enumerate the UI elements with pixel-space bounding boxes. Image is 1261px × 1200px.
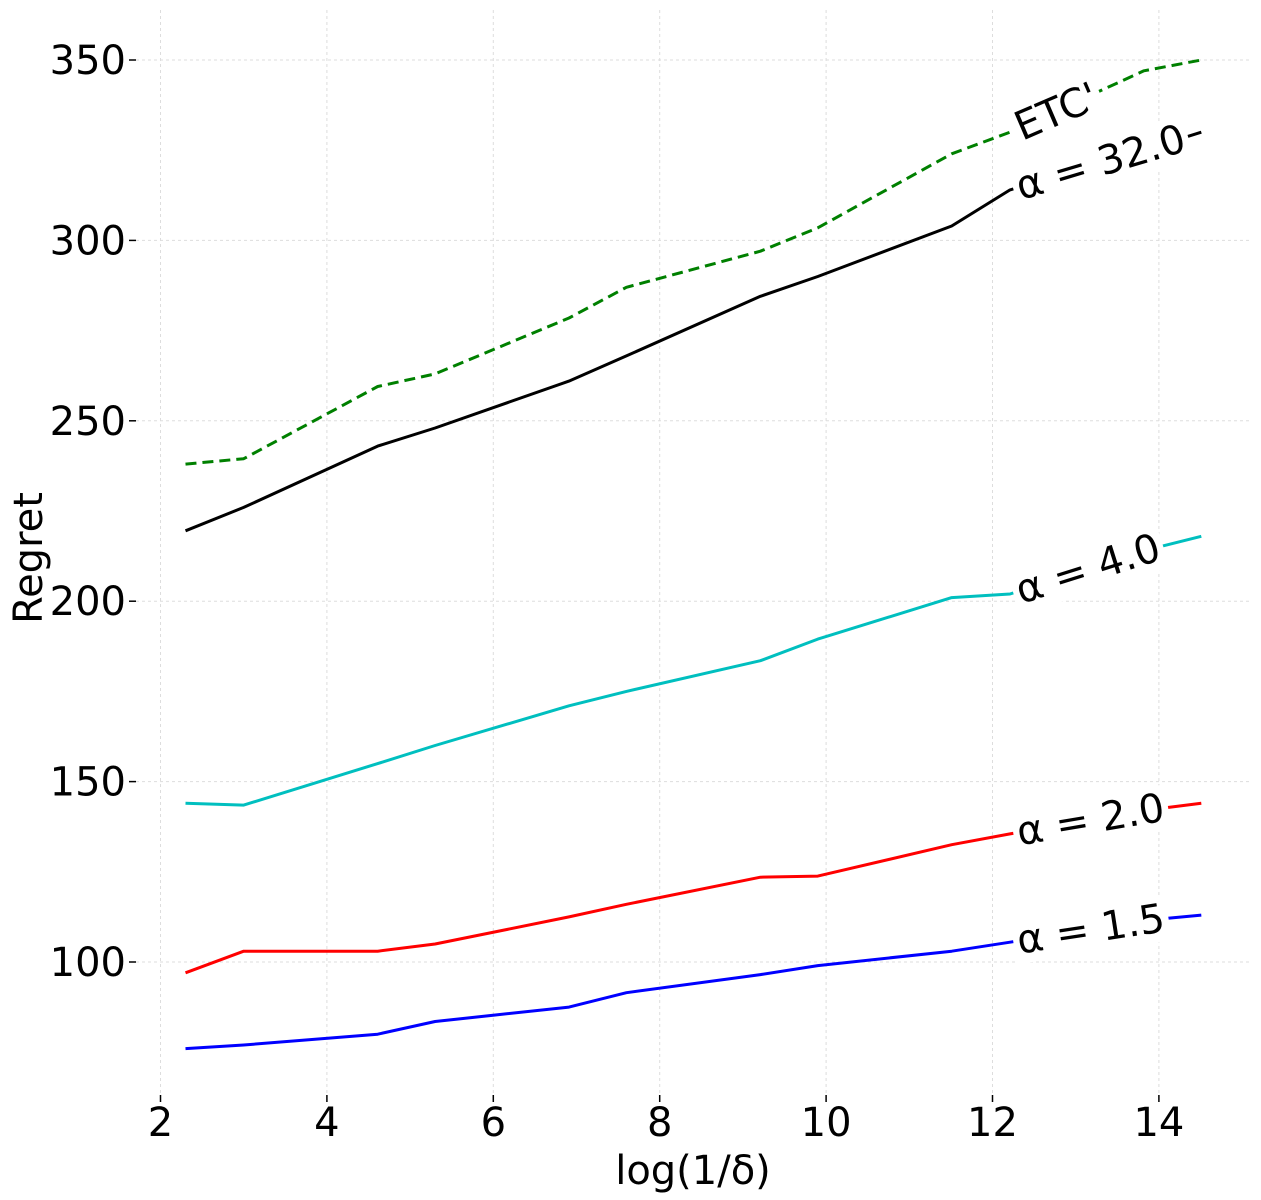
inline-series-labels: ETC'α = 32.0α = 4.0α = 2.0α = 1.5	[1004, 72, 1195, 965]
series-inline-label: α = 2.0	[1013, 785, 1168, 855]
label-background	[1009, 784, 1172, 856]
label-background	[1006, 523, 1170, 615]
x-tick-label: 14	[1133, 1100, 1184, 1146]
x-tick-label: 8	[647, 1100, 672, 1146]
y-tick-label: 200	[50, 579, 126, 625]
y-tick-label: 350	[50, 38, 126, 84]
series-inline-label: ETC'	[1008, 74, 1105, 150]
y-tick-label: 250	[50, 399, 126, 445]
x-tick-label: 10	[801, 1100, 852, 1146]
y-axis-ticks: 100 150 200 250 300 350	[50, 38, 136, 986]
series-lines	[184, 58, 1202, 1051]
y-axis-label: Regret	[6, 492, 52, 624]
inline-label-group: ETC'	[1004, 72, 1110, 152]
inline-label-group: α = 2.0	[1009, 784, 1172, 856]
x-tick-label: 6	[481, 1100, 506, 1146]
x-axis-label: log(1/δ)	[615, 1148, 771, 1194]
inline-label-group: α = 1.5	[1009, 894, 1172, 965]
x-axis-ticks: 2 4 6 8 10 12 14	[148, 1095, 1184, 1146]
x-tick-label: 12	[967, 1100, 1018, 1146]
series-inline-label: α = 4.0	[1010, 525, 1166, 614]
label-background	[1004, 72, 1110, 152]
x-tick-label: 4	[314, 1100, 339, 1146]
y-tick-label: 300	[50, 218, 126, 264]
x-tick-label: 2	[148, 1100, 173, 1146]
label-background	[1006, 114, 1195, 211]
series-inline-label: α = 1.5	[1014, 895, 1168, 963]
label-background	[1009, 894, 1172, 965]
y-tick-label: 150	[50, 760, 126, 806]
y-tick-label: 100	[50, 940, 126, 986]
